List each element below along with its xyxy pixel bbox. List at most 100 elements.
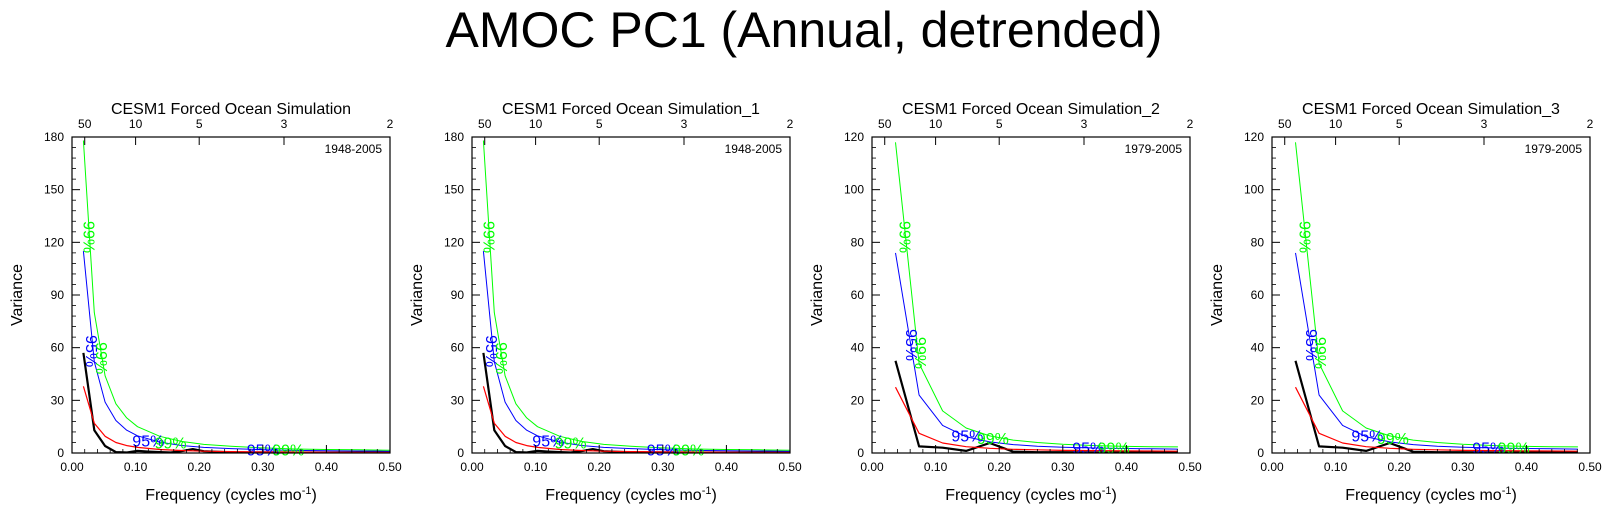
period-tick-label: 2 <box>1187 117 1194 131</box>
y-tick-label: 0 <box>1257 446 1264 460</box>
chart-panel-1: 99%95%99%95%99% 95%99%0.00 0.10 0.20 0.30 0.4… <box>9 101 402 504</box>
y-tick-label: 100 <box>1244 183 1264 197</box>
chart-panel-4: 99%95%99%95%99%95%99%0.00 0.10 0.20 0.30 0.4… <box>1209 101 1602 504</box>
y-axis-label: Variance <box>809 264 826 326</box>
y-tick-label: 20 <box>1251 393 1265 407</box>
x-axis-label-text: Frequency (cycles mo <box>945 487 1102 504</box>
period-tick-label: 5 <box>1396 117 1403 131</box>
y-tick-label: 80 <box>851 235 865 249</box>
x-tick-label: 0.30 <box>1051 460 1075 474</box>
x-axis-label-sup: -1 <box>702 485 712 497</box>
x-axis-label: Frequency (cycles mo-1) <box>945 485 1117 504</box>
period-tick-label: 50 <box>878 117 892 131</box>
period-tick-label: 5 <box>596 117 603 131</box>
plot-frame <box>871 136 1191 454</box>
y-axis-label: Variance <box>1209 264 1226 326</box>
confidence-label: 95% <box>482 335 499 367</box>
x-tick-label: 0.30 <box>1451 460 1475 474</box>
confidence-label: 99% <box>1296 221 1313 253</box>
confidence-label: 99% <box>896 221 913 253</box>
y-tick-label: 180 <box>444 130 464 144</box>
period-tick-label: 50 <box>78 117 92 131</box>
x-tick-label: 0.30 <box>651 460 675 474</box>
y-axis-label: Variance <box>409 264 426 326</box>
x-tick-label: 0.40 <box>1115 460 1139 474</box>
series-99pct-line <box>1295 142 1578 448</box>
x-axis-label-end: ) <box>1511 487 1516 504</box>
period-tick-label: 5 <box>996 117 1003 131</box>
y-tick-label: 120 <box>1244 130 1264 144</box>
confidence-label: 99% <box>1311 337 1328 369</box>
plot-frame <box>471 136 791 454</box>
chart-panel-2: 99%95%99%95%99% 95%99%0.00 0.10 0.20 0.30 0.4… <box>409 101 802 504</box>
x-tick-label: 0.20 <box>988 460 1012 474</box>
plot-frame <box>1271 136 1591 454</box>
y-tick-label: 90 <box>51 288 65 302</box>
series-spectrum-line <box>82 352 390 453</box>
x-tick-label: 0.00 <box>860 460 884 474</box>
y-tick-label: 120 <box>844 130 864 144</box>
period-tick-label: 2 <box>387 117 394 131</box>
period-range-label: 1979-2005 <box>1125 142 1183 156</box>
series-spectrum-line <box>894 360 1178 453</box>
confidence-label: 95% <box>532 434 564 451</box>
confidence-label: 95% <box>1351 428 1383 445</box>
chart-panel-3: 99%95%99%95%99%95%99%0.00 0.10 0.20 0.30 0.4… <box>809 101 1202 504</box>
y-tick-label: 0 <box>57 446 64 460</box>
confidence-label: 99% <box>1377 431 1409 448</box>
x-axis-label-text: Frequency (cycles mo <box>545 487 702 504</box>
period-tick-label: 5 <box>196 117 203 131</box>
chart-title: CESM1 Forced Ocean Simulation_1 <box>502 101 760 118</box>
period-tick-label: 50 <box>478 117 492 131</box>
series-95pct-line <box>895 252 1178 450</box>
y-tick-label: 0 <box>857 446 864 460</box>
x-tick-label: 0.00 <box>1260 460 1284 474</box>
x-axis-label-text: Frequency (cycles mo <box>1345 487 1502 504</box>
confidence-label: 99% <box>555 435 587 452</box>
confidence-label: 99% <box>155 435 187 452</box>
x-tick-label: 0.50 <box>1578 460 1602 474</box>
y-tick-label: 40 <box>1251 341 1265 355</box>
x-axis-label: Frequency (cycles mo-1) <box>1345 485 1517 504</box>
confidence-label: 95% <box>132 434 164 451</box>
y-axis-label: Variance <box>9 264 26 326</box>
period-range-label: 1948-2005 <box>325 142 383 156</box>
series-red_noise-line <box>1294 386 1578 452</box>
x-tick-label: 0.50 <box>778 460 802 474</box>
series-red_noise-line <box>82 386 390 453</box>
confidence-label: 99% <box>1098 440 1130 457</box>
y-tick-label: 0 <box>457 446 464 460</box>
period-tick-label: 50 <box>1278 117 1292 131</box>
series-red_noise-line <box>894 386 1178 452</box>
x-tick-label: 0.20 <box>1388 460 1412 474</box>
plot-frame <box>71 136 391 454</box>
period-tick-label: 2 <box>1587 117 1594 131</box>
y-tick-label: 100 <box>844 183 864 197</box>
confidence-label: 99% <box>80 221 97 253</box>
confidence-label: 95% <box>902 329 919 361</box>
chart-title: CESM1 Forced Ocean Simulation <box>111 101 351 118</box>
x-tick-label: 0.10 <box>524 460 548 474</box>
confidence-label: 95% <box>951 428 983 445</box>
x-tick-label: 0.50 <box>378 460 402 474</box>
confidence-label: 99% <box>92 342 109 374</box>
series-99pct-line <box>82 140 390 451</box>
y-tick-label: 150 <box>444 183 464 197</box>
confidence-label: 99% <box>1498 440 1530 457</box>
chart-title: CESM1 Forced Ocean Simulation_3 <box>1302 101 1560 118</box>
confidence-label: 99% <box>492 342 509 374</box>
y-tick-label: 60 <box>451 341 465 355</box>
page-title: AMOC PC1 (Annual, detrended) <box>445 2 1163 58</box>
x-tick-label: 0.00 <box>60 460 84 474</box>
confidence-label: 95% <box>82 335 99 367</box>
series-95pct-line <box>482 251 790 452</box>
confidence-label: 99% <box>911 337 928 369</box>
period-tick-label: 10 <box>1329 117 1343 131</box>
x-axis-label-end: ) <box>711 487 716 504</box>
period-range-label: 1979-2005 <box>1525 142 1583 156</box>
period-tick-label: 10 <box>929 117 943 131</box>
y-tick-label: 180 <box>44 130 64 144</box>
x-tick-label: 0.20 <box>588 460 612 474</box>
y-tick-label: 30 <box>451 393 465 407</box>
